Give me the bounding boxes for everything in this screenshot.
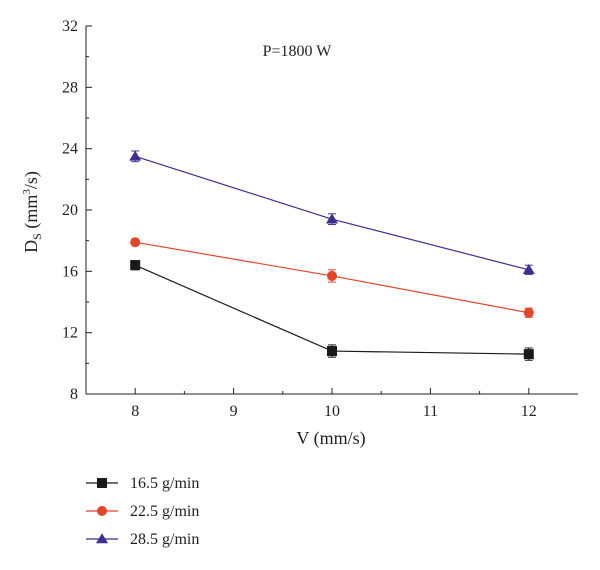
data-point bbox=[327, 346, 337, 357]
data-point bbox=[522, 264, 535, 275]
legend-marker bbox=[97, 506, 107, 516]
data-point bbox=[327, 270, 337, 281]
axes: 8 12 16 20 24 28 32 8 9 10 11 12 bbox=[62, 18, 578, 420]
x-tick-label: 12 bbox=[521, 403, 537, 420]
series bbox=[129, 150, 535, 275]
legend-label: 16.5 g/min bbox=[130, 475, 199, 492]
data-point bbox=[326, 213, 338, 224]
y-tick-label: 8 bbox=[70, 386, 78, 403]
x-tick-label: 9 bbox=[230, 403, 238, 420]
series bbox=[130, 237, 534, 318]
legend-label: 28.5 g/min bbox=[130, 531, 199, 548]
y-axis-title: DS (mm3/s) bbox=[21, 171, 44, 253]
legend-marker bbox=[96, 533, 108, 544]
data-point bbox=[130, 237, 141, 248]
legend-item: 22.5 g/min bbox=[86, 503, 199, 520]
data-point bbox=[523, 307, 534, 318]
y-axis-title-unit-end: /s) bbox=[21, 171, 42, 189]
series bbox=[130, 260, 534, 361]
legend-marker bbox=[97, 478, 107, 488]
y-tick-label: 24 bbox=[62, 141, 78, 158]
legend-item: 16.5 g/min bbox=[86, 475, 199, 492]
y-tick-label: 16 bbox=[62, 263, 78, 280]
series-layer bbox=[129, 150, 535, 361]
y-axis-title-sub: S bbox=[30, 233, 44, 240]
y-axis-title-main: D bbox=[21, 240, 41, 253]
data-point bbox=[129, 150, 142, 161]
legend-label: 22.5 g/min bbox=[130, 503, 199, 520]
y-tick-label: 28 bbox=[62, 79, 78, 96]
x-tick-label: 10 bbox=[324, 403, 340, 420]
legend-item: 28.5 g/min bbox=[86, 531, 199, 548]
power-annotation: P=1800 W bbox=[263, 43, 333, 60]
x-axis-title: V (mm/s) bbox=[296, 428, 365, 449]
y-tick-label: 12 bbox=[62, 325, 78, 342]
x-tick-label: 8 bbox=[131, 403, 139, 420]
y-axis-title-unit: (mm bbox=[21, 195, 42, 234]
y-tick-label: 32 bbox=[62, 18, 78, 35]
legend: 16.5 g/min 22.5 g/min 28.5 g/min bbox=[86, 475, 199, 548]
y-tick-label: 20 bbox=[62, 202, 78, 219]
y-axis-title-sup: 3 bbox=[21, 189, 33, 195]
x-tick-label: 11 bbox=[423, 403, 438, 420]
data-point bbox=[130, 260, 141, 271]
data-point bbox=[523, 349, 534, 360]
